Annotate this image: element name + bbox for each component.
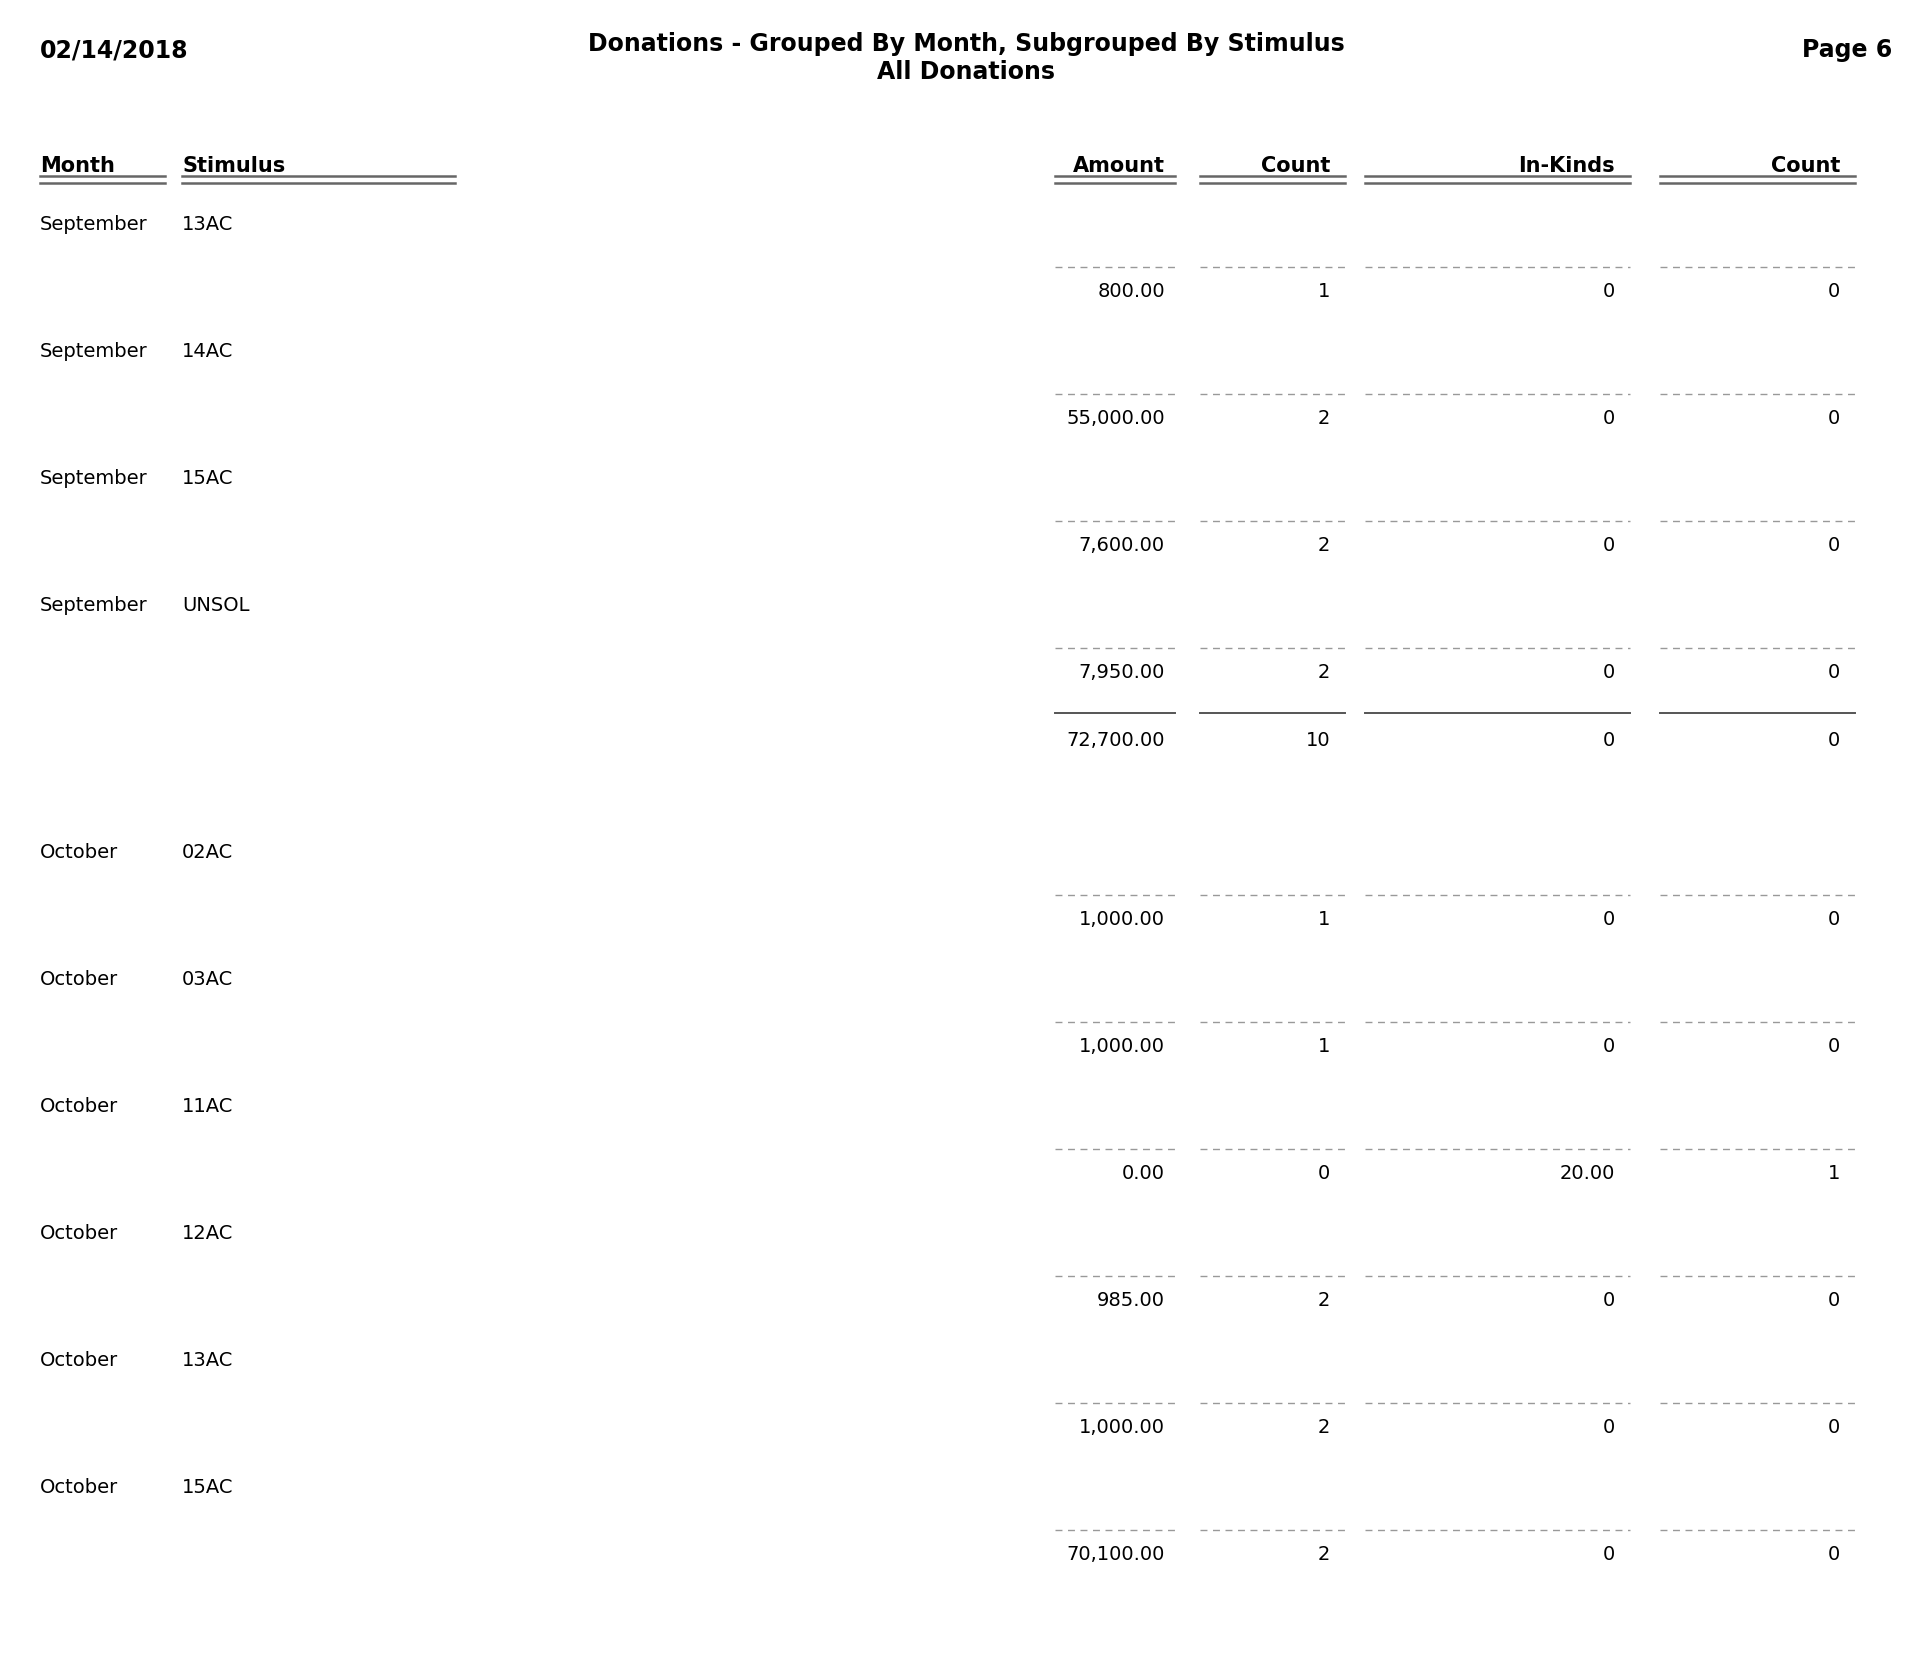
Text: 0: 0: [1828, 1291, 1839, 1310]
Text: 0: 0: [1828, 730, 1839, 750]
Text: Count: Count: [1260, 156, 1329, 176]
Text: 1: 1: [1318, 1037, 1329, 1055]
Text: UNSOL: UNSOL: [182, 596, 249, 615]
Text: 0: 0: [1604, 663, 1615, 682]
Text: 985.00: 985.00: [1097, 1291, 1165, 1310]
Text: 0: 0: [1828, 1419, 1839, 1437]
Text: 0: 0: [1604, 1291, 1615, 1310]
Text: 0: 0: [1828, 910, 1839, 930]
Text: 0: 0: [1828, 1544, 1839, 1564]
Text: 1: 1: [1318, 281, 1329, 302]
Text: 1: 1: [1828, 1164, 1839, 1183]
Text: In-Kinds: In-Kinds: [1519, 156, 1615, 176]
Text: 02/14/2018: 02/14/2018: [41, 39, 189, 62]
Text: 02AC: 02AC: [182, 843, 234, 863]
Text: 15AC: 15AC: [182, 1477, 234, 1497]
Text: Page 6: Page 6: [1803, 39, 1891, 62]
Text: 20.00: 20.00: [1559, 1164, 1615, 1183]
Text: September: September: [41, 342, 147, 362]
Text: 10: 10: [1306, 730, 1329, 750]
Text: All Donations: All Donations: [877, 60, 1055, 84]
Text: 2: 2: [1318, 1291, 1329, 1310]
Text: September: September: [41, 469, 147, 487]
Text: 0: 0: [1604, 1037, 1615, 1055]
Text: 70,100.00: 70,100.00: [1066, 1544, 1165, 1564]
Text: 2: 2: [1318, 663, 1329, 682]
Text: Count: Count: [1770, 156, 1839, 176]
Text: 2: 2: [1318, 536, 1329, 554]
Text: Stimulus: Stimulus: [182, 156, 286, 176]
Text: October: October: [41, 1477, 118, 1497]
Text: 2: 2: [1318, 1544, 1329, 1564]
Text: October: October: [41, 1352, 118, 1370]
Text: 13AC: 13AC: [182, 214, 234, 235]
Text: 800.00: 800.00: [1097, 281, 1165, 302]
Text: September: September: [41, 214, 147, 235]
Text: 55,000.00: 55,000.00: [1066, 409, 1165, 429]
Text: October: October: [41, 970, 118, 988]
Text: 13AC: 13AC: [182, 1352, 234, 1370]
Text: Amount: Amount: [1072, 156, 1165, 176]
Text: 0: 0: [1828, 1037, 1839, 1055]
Text: October: October: [41, 1097, 118, 1116]
Text: 7,950.00: 7,950.00: [1078, 663, 1165, 682]
Text: 0: 0: [1604, 1419, 1615, 1437]
Text: 1,000.00: 1,000.00: [1078, 910, 1165, 930]
Text: 0: 0: [1318, 1164, 1329, 1183]
Text: 03AC: 03AC: [182, 970, 234, 988]
Text: 0: 0: [1828, 663, 1839, 682]
Text: 1,000.00: 1,000.00: [1078, 1419, 1165, 1437]
Text: 7,600.00: 7,600.00: [1078, 536, 1165, 554]
Text: 1: 1: [1318, 910, 1329, 930]
Text: October: October: [41, 843, 118, 863]
Text: 14AC: 14AC: [182, 342, 234, 362]
Text: 2: 2: [1318, 409, 1329, 429]
Text: 0: 0: [1604, 409, 1615, 429]
Text: 2: 2: [1318, 1419, 1329, 1437]
Text: 0: 0: [1604, 1544, 1615, 1564]
Text: 0: 0: [1828, 409, 1839, 429]
Text: Donations - Grouped By Month, Subgrouped By Stimulus: Donations - Grouped By Month, Subgrouped…: [587, 32, 1345, 55]
Text: 11AC: 11AC: [182, 1097, 234, 1116]
Text: 0: 0: [1828, 536, 1839, 554]
Text: 1,000.00: 1,000.00: [1078, 1037, 1165, 1055]
Text: 0.00: 0.00: [1122, 1164, 1165, 1183]
Text: 0: 0: [1604, 910, 1615, 930]
Text: Month: Month: [41, 156, 114, 176]
Text: 15AC: 15AC: [182, 469, 234, 487]
Text: 0: 0: [1828, 281, 1839, 302]
Text: 0: 0: [1604, 730, 1615, 750]
Text: September: September: [41, 596, 147, 615]
Text: 72,700.00: 72,700.00: [1066, 730, 1165, 750]
Text: October: October: [41, 1224, 118, 1243]
Text: 12AC: 12AC: [182, 1224, 234, 1243]
Text: 0: 0: [1604, 536, 1615, 554]
Text: 0: 0: [1604, 281, 1615, 302]
